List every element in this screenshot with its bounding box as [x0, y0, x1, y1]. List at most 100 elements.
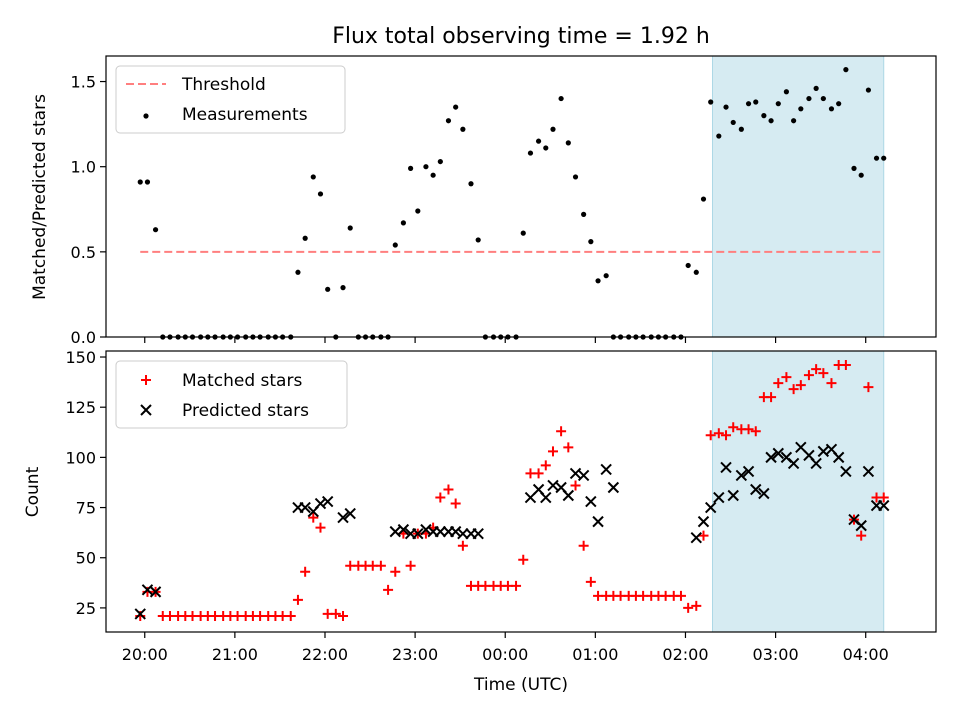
matched-star-point — [826, 378, 837, 389]
x-tick-label: 00:00 — [482, 645, 528, 664]
matched-star-point — [840, 360, 851, 371]
top-legend: Threshold Measurements — [115, 65, 346, 134]
measurement-point — [423, 164, 429, 170]
predicted-star-point — [540, 491, 552, 504]
measurement-point — [558, 95, 564, 102]
top-axes-frame — [105, 55, 937, 338]
bottom-axes-frame — [105, 350, 937, 633]
legend-matched-label: Matched stars — [182, 371, 302, 391]
matched-star-point — [818, 368, 829, 379]
predicted-star-point — [134, 608, 146, 620]
matched-star-point — [750, 426, 761, 437]
measurement-point — [468, 181, 474, 187]
predicted-star-point — [314, 497, 327, 510]
predicted-star-point — [600, 463, 612, 476]
predicted-star-point — [472, 527, 484, 540]
top-y-axis-label: Matched/Predicted stars — [30, 94, 50, 300]
top-highlight-span — [712, 55, 885, 338]
y-tick-label: 0.5 — [71, 243, 96, 262]
predicted-star-point — [742, 465, 755, 478]
matched-star-point — [795, 380, 806, 391]
x-tick-label: 20:00 — [122, 645, 168, 664]
predicted-star-point — [690, 531, 702, 544]
measurement-point — [761, 113, 767, 119]
matched-star-point — [675, 590, 686, 601]
legend-box — [115, 65, 346, 134]
y-tick-label: 150 — [65, 348, 96, 367]
legend-measurement-label: Measurements — [182, 105, 308, 125]
measurement-point — [445, 118, 452, 124]
measurement-point — [581, 211, 587, 217]
matched-star-point — [698, 530, 709, 541]
top-y-ticks: 0.0 0.5 1.0 1.5 — [71, 73, 106, 347]
measurement-point — [693, 269, 699, 275]
bottom-highlight-span — [712, 350, 885, 633]
predicted-star-point — [697, 515, 710, 528]
measurement-point — [806, 95, 812, 102]
measurement-point — [685, 262, 691, 269]
measurement-point — [144, 179, 151, 185]
matched-star-point — [811, 364, 822, 375]
measurement-point — [453, 104, 459, 110]
measurement-point — [415, 208, 421, 214]
legend-box — [115, 360, 348, 429]
matched-star-point — [540, 460, 551, 471]
matched-star-point — [292, 594, 303, 605]
x-tick-label: 23:00 — [392, 645, 438, 664]
predicted-star-point — [772, 447, 784, 460]
measurement-point — [340, 285, 346, 291]
measurement-point — [738, 126, 744, 132]
legend-predicted-label: Predicted stars — [182, 401, 309, 421]
matched-star-point — [285, 610, 296, 621]
measurement-point — [347, 225, 353, 231]
predicted-star-point — [840, 465, 852, 478]
predicted-star-point — [577, 469, 590, 482]
matched-star-point — [405, 560, 416, 571]
matched-star-point — [457, 540, 468, 551]
predicted-star-point — [299, 501, 311, 514]
measurement-point — [137, 179, 143, 185]
measurement-point — [881, 155, 887, 161]
bottom-x-ticks: 20:00 21:00 22:00 23:00 00:00 01:00 02:00 03:00… — [122, 632, 889, 664]
measurement-point — [836, 101, 842, 107]
matched-star-point — [547, 446, 558, 457]
y-tick-label: 75 — [76, 499, 96, 518]
predicted-star-point — [585, 495, 597, 508]
predicted-star-point — [832, 451, 845, 464]
measurement-point — [535, 138, 542, 144]
measurement-point — [865, 87, 872, 93]
predicted-star-point — [449, 525, 462, 538]
predicted-star-point — [344, 507, 356, 520]
predicted-star-point — [337, 511, 349, 524]
predicted-star-point — [592, 515, 604, 528]
highlight-span — [712, 350, 885, 633]
ratio-panel: 0.0 0.5 1.0 1.5 Matched/Predicted stars Thr… — [30, 55, 937, 347]
bottom-legend: Matched stars Predicted stars — [115, 360, 348, 429]
matched-star-point — [705, 430, 716, 441]
measurement-point — [745, 101, 752, 107]
y-tick-label: 50 — [76, 549, 96, 568]
matched-star-point — [450, 498, 461, 509]
measurement-point — [873, 155, 880, 161]
predicted-star-point — [434, 525, 447, 538]
matched-star-point — [578, 540, 589, 551]
matched-star-point — [390, 566, 401, 577]
measurement-point — [400, 220, 406, 226]
matched-star-point — [721, 430, 732, 441]
matched-star-point — [743, 424, 754, 435]
legend-measurement-swatch — [143, 113, 149, 119]
predicted-star-point — [862, 465, 875, 478]
predicted-star-point — [878, 499, 890, 512]
predicted-star-point — [141, 584, 154, 596]
measurement-point — [527, 150, 534, 156]
predicted-star-point — [713, 491, 725, 504]
measurement-point — [843, 67, 849, 73]
matched-star-point — [856, 530, 867, 541]
matched-star-point — [308, 512, 319, 523]
matched-star-point — [781, 372, 792, 383]
y-tick-label: 125 — [65, 398, 96, 417]
predicted-star-point — [810, 457, 822, 470]
predicted-star-point — [457, 527, 469, 540]
measurement-point — [588, 239, 594, 245]
x-tick-label: 21:00 — [212, 645, 258, 664]
